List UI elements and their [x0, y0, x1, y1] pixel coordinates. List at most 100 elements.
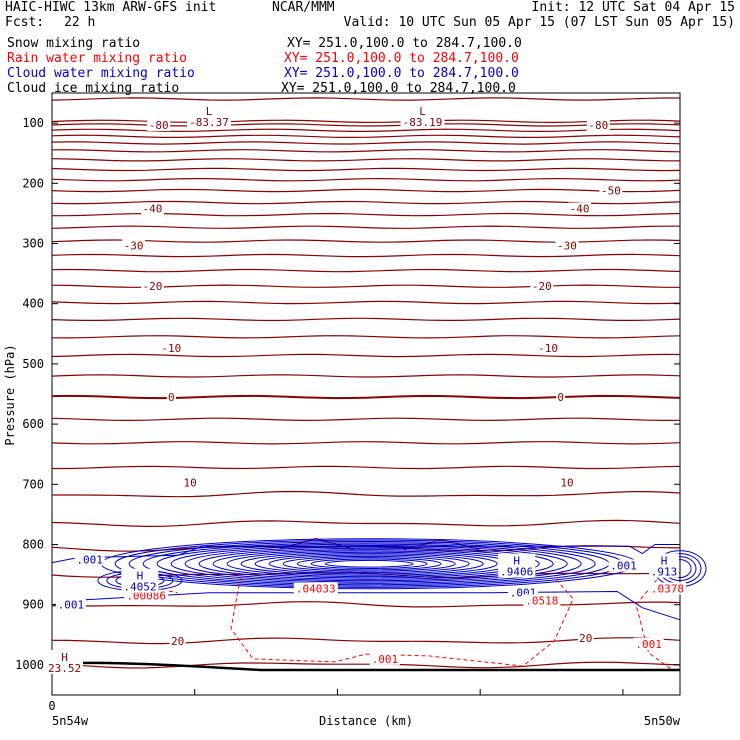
init-time: Init: 12 UTC Sat 04 Apr 15	[531, 0, 736, 15]
cloud-water-label: .001	[76, 554, 103, 567]
temperature-contour	[51, 134, 681, 139]
extremum-letter: H	[661, 555, 668, 568]
temperature-contour	[51, 394, 681, 400]
temperature-label: -10	[538, 342, 558, 355]
fcst-value: 22 h	[64, 15, 96, 30]
rain-label-bg	[633, 637, 664, 650]
extremum-value: -83.37	[189, 116, 229, 129]
temperature-label-bg	[568, 202, 592, 215]
temperature-label: -10	[161, 342, 181, 355]
temperature-contour	[51, 253, 681, 258]
temperature-label: -50	[601, 185, 621, 198]
cloud-water-contour	[268, 554, 470, 574]
rain-label: .00086	[126, 590, 166, 603]
cloud-water-contour	[170, 545, 568, 583]
field-xy-cloud-water: XY= 251.0,100.0 to 284.7,100.0	[284, 66, 519, 81]
temperature-label-bg	[536, 342, 560, 355]
rain-label: .04033	[296, 582, 336, 595]
temperature-label: -30	[557, 239, 577, 252]
temperature-label: -80	[149, 119, 169, 132]
temperature-contour	[51, 601, 681, 608]
cloud-water-contour	[310, 558, 428, 570]
field-name-snow: Snow mixing ratio	[7, 36, 141, 51]
temperature-contour	[51, 177, 681, 182]
field-xy-cloud-ice: XY= 251.0,100.0 to 284.7,100.0	[281, 81, 516, 96]
temperature-label: 10	[184, 476, 197, 489]
org-label: NCAR/MMM	[272, 0, 335, 15]
cloud-water-label: .001	[610, 560, 637, 573]
cloud-water-contour	[156, 543, 582, 584]
extremum-bg	[498, 553, 536, 578]
field-name-rain: Rain water mixing ratio	[7, 51, 188, 66]
field-xy-snow: XY= 251.0,100.0 to 284.7,100.0	[287, 36, 522, 51]
temperature-contour	[51, 374, 681, 378]
temperature-contour	[51, 97, 680, 101]
cloud-water-contour	[282, 555, 456, 572]
temperature-label-bg	[182, 476, 199, 489]
extremum-bg	[46, 649, 84, 674]
temperature-label-bg	[159, 342, 183, 355]
temperature-contour	[51, 167, 681, 172]
temperature-label-bg	[140, 202, 164, 215]
x-left-label: 5n54w	[52, 714, 89, 728]
temperature-label-bg	[555, 239, 579, 252]
cloud-water-label: .001	[58, 599, 85, 612]
temperature-label-bg	[147, 118, 171, 131]
extremum-bg	[121, 568, 159, 593]
temperature-label: -20	[143, 280, 163, 293]
cloud-water-contour	[254, 553, 484, 575]
y-tick-label: 1000	[15, 658, 44, 672]
rain-label: .001	[635, 638, 662, 651]
rain-label-bg	[648, 582, 686, 595]
axes: 1002003004005006007008009001000Pressure …	[3, 116, 681, 728]
temperature-contour	[51, 158, 681, 162]
temperature-label: 10	[560, 476, 573, 489]
extremum-bg	[400, 103, 445, 128]
temperature-label: 20	[171, 635, 184, 648]
x-right-label: 5n50w	[644, 714, 681, 728]
temperature-label-bg	[166, 391, 176, 404]
rain-label: .0518	[525, 594, 558, 607]
cloud-water-contour	[184, 546, 554, 582]
extremum-value: .913	[651, 566, 678, 579]
rain-label: .001	[372, 653, 399, 666]
temperature-contour	[51, 300, 681, 305]
cloud-water-contour	[324, 559, 414, 568]
temperature-label: -40	[143, 203, 163, 216]
temperature-label-bg	[169, 634, 186, 647]
rain-contour	[635, 574, 674, 672]
fcst-label: Fcst:	[5, 15, 45, 30]
y-tick-label: 200	[22, 176, 44, 190]
field-xy-rain: XY= 251.0,100.0 to 284.7,100.0	[284, 51, 519, 66]
temperature-contour	[51, 637, 681, 645]
temperature-label: 20	[579, 632, 592, 645]
x-origin-label: 0	[48, 699, 55, 713]
extremum-letter: L	[419, 105, 426, 118]
cloud-water-contour	[240, 551, 498, 576]
temperature-label: 0	[168, 391, 175, 404]
temperature-label-bg	[122, 239, 146, 252]
y-tick-label: 500	[22, 357, 44, 371]
temperature-contour	[51, 441, 681, 445]
cloud-water-label-bg	[55, 598, 86, 611]
y-tick-label: 900	[22, 598, 44, 612]
temperature-contour	[51, 519, 681, 528]
cloud-water-label-bg	[608, 559, 639, 572]
temperature-contour	[52, 465, 681, 470]
y-tick-label: 300	[22, 237, 44, 251]
temperature-contour	[51, 268, 681, 273]
x-axis-label: Distance (km)	[319, 714, 413, 728]
y-tick-label: 800	[22, 538, 44, 552]
model-title: HAIC-HIWC 13km ARW-GFS init	[5, 0, 217, 15]
temperature-contour	[51, 188, 681, 193]
temperature-contour	[51, 417, 681, 422]
cloud-water-contour	[296, 557, 442, 571]
rain-label-bg	[523, 594, 561, 607]
temperature-contour	[51, 149, 681, 153]
temperature-label-bg	[558, 476, 575, 489]
temperature-label: 0	[557, 391, 564, 404]
rain-label-bg	[369, 652, 400, 665]
y-axis-label: Pressure (hPa)	[3, 344, 17, 445]
extremum-letter: H	[513, 555, 520, 568]
